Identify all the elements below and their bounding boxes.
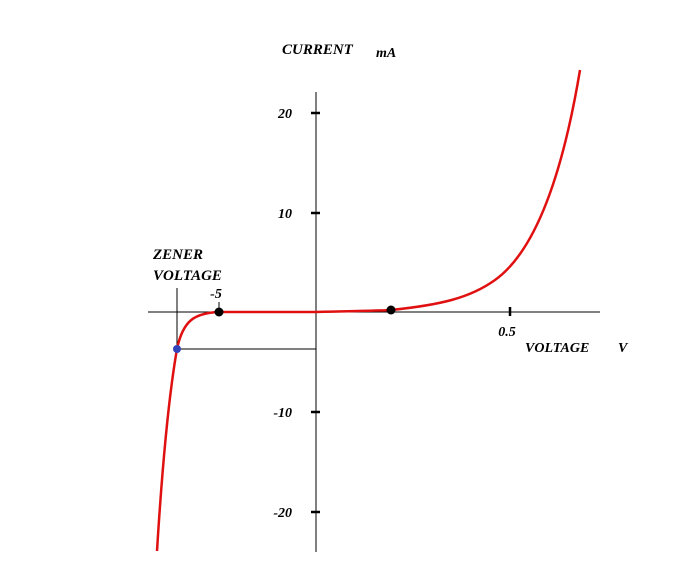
zener-point bbox=[173, 345, 181, 353]
x-axis-label: VOLTAGE bbox=[525, 341, 589, 356]
annotation: ZENER bbox=[152, 247, 203, 263]
iv-curve bbox=[155, 69, 582, 552]
point bbox=[214, 307, 224, 317]
point bbox=[386, 305, 396, 315]
y-axis-unit: mA bbox=[376, 46, 396, 61]
y-axis-label: CURRENT bbox=[282, 42, 354, 58]
y-tick-label: 20 bbox=[277, 107, 292, 122]
y-tick-label: -10 bbox=[273, 406, 292, 421]
x-tick-label: -5 bbox=[210, 287, 222, 302]
x-tick-label: 0.5 bbox=[498, 325, 516, 340]
y-tick-label: -20 bbox=[273, 506, 292, 521]
annotation: VOLTAGE bbox=[153, 268, 222, 284]
y-tick-label: 10 bbox=[278, 207, 292, 222]
x-axis-unit: V bbox=[618, 341, 629, 356]
